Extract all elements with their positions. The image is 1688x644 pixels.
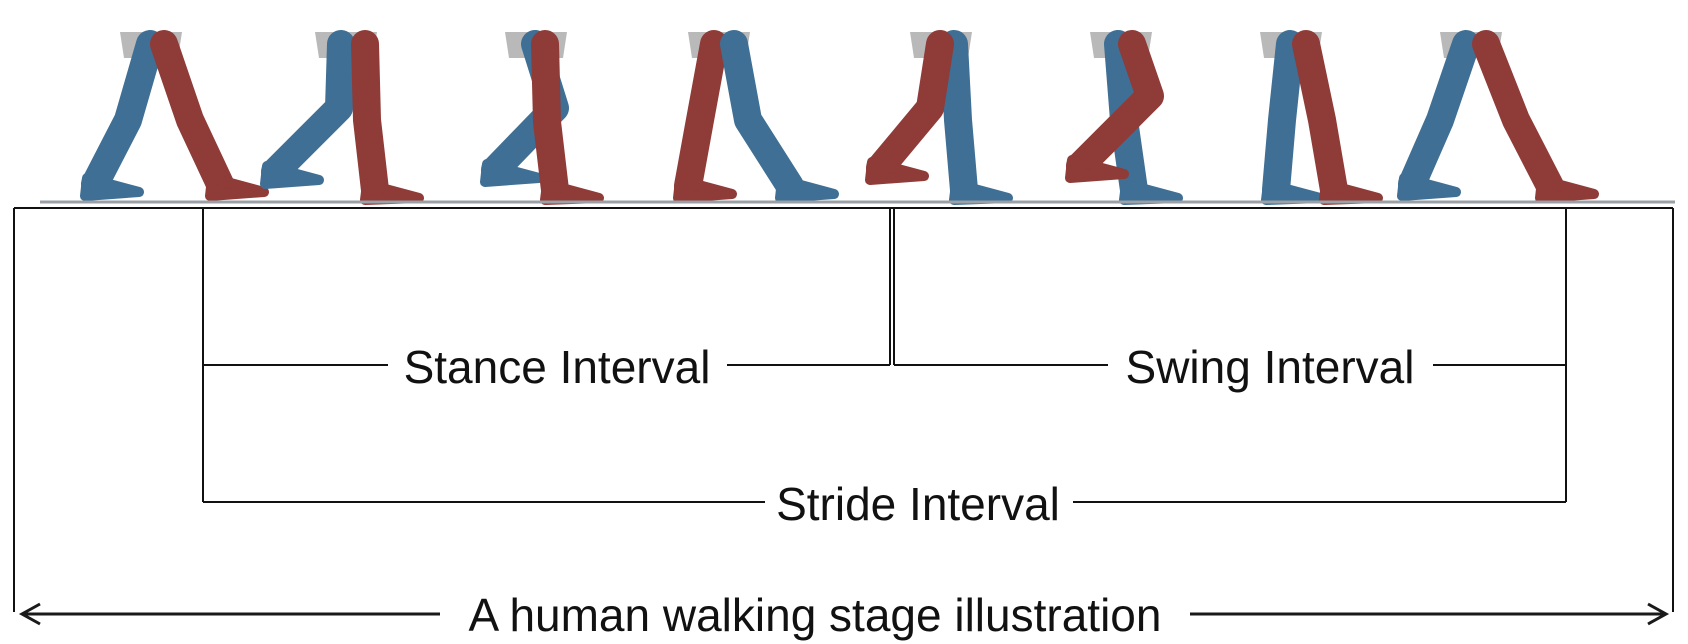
swing-interval-bracket: Swing Interval [893, 208, 1567, 393]
left-leg [940, 30, 1013, 205]
walking-figure-4 [673, 30, 839, 203]
right-leg [1065, 30, 1164, 183]
stance-interval-bracket: Stance Interval [202, 208, 891, 393]
caption-label: A human walking stage illustration [469, 589, 1162, 641]
right-leg [1292, 30, 1383, 205]
left-leg [720, 30, 839, 203]
caption-arrow: A human walking stage illustration [18, 589, 1670, 641]
walking-figure-1 [80, 30, 269, 201]
left-leg [1261, 30, 1325, 205]
right-leg [150, 30, 269, 201]
arrow-right-head-icon [1647, 602, 1670, 626]
walking-figure-2 [260, 30, 424, 205]
right-leg [351, 30, 424, 205]
stance-interval-label: Stance Interval [404, 341, 711, 393]
walking-figure-6 [1065, 30, 1183, 205]
walking-figure-5 [865, 30, 1013, 205]
left-leg [80, 30, 164, 201]
stride-interval-bracket: Stride Interval [202, 365, 1567, 530]
stride-interval-label: Stride Interval [776, 478, 1060, 530]
right-leg [865, 30, 954, 185]
walking-figure-7 [1260, 30, 1383, 205]
walking-figures [80, 30, 1599, 205]
right-leg [531, 30, 604, 205]
right-leg [673, 30, 737, 203]
right-leg [1472, 30, 1599, 203]
left-leg [1397, 30, 1480, 201]
swing-interval-label: Swing Interval [1126, 341, 1415, 393]
walking-figure-3 [480, 30, 604, 205]
left-leg [260, 30, 355, 189]
arrow-left-head-icon [18, 602, 41, 626]
walking-figure-8 [1397, 30, 1599, 203]
